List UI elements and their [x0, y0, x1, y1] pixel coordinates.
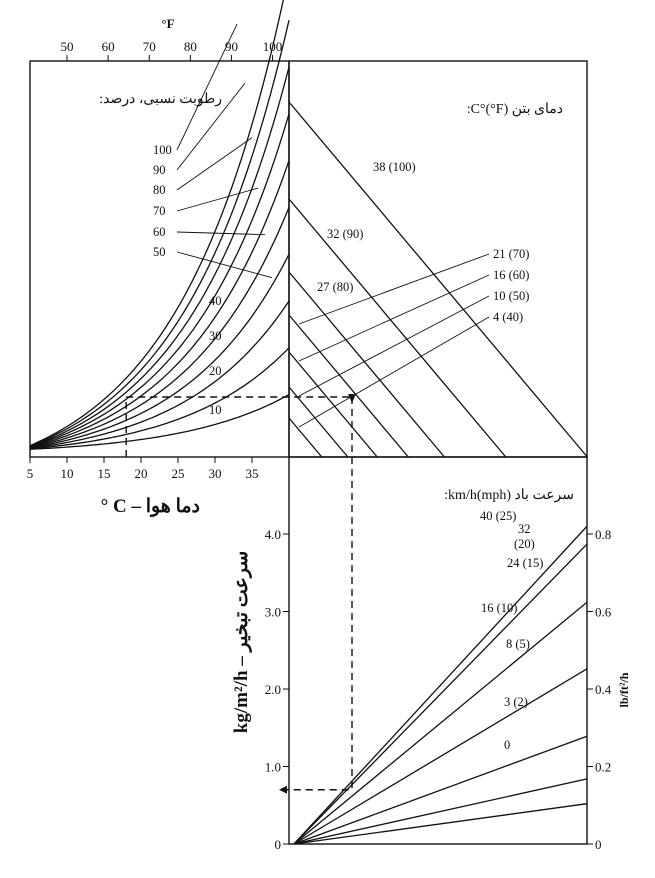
- humidity-label-10: 10: [209, 403, 222, 417]
- humidity-curve-50: [29, 207, 290, 449]
- humidity-label-30: 30: [209, 329, 222, 343]
- celsius-tick-label: 35: [246, 466, 259, 481]
- evaporation-si-tick-label: 2.0: [265, 682, 281, 697]
- wind-speed-label-3: 16 (10): [481, 601, 517, 615]
- humidity-leader-90: [176, 82, 246, 171]
- celsius-tick-label: 20: [135, 466, 148, 481]
- evaporation-imperial-tick-label: 0.4: [595, 682, 612, 697]
- wind-speed-label-5: 3 (2): [504, 695, 528, 709]
- celsius-tick-label: 10: [61, 466, 74, 481]
- concrete-temp-label-32: 32 (90): [327, 227, 363, 241]
- celsius-tick-label: 30: [209, 466, 222, 481]
- humidity-title: رطوبت نسبی، درصد:: [99, 92, 222, 107]
- evaporation-si-tick-label: 3.0: [265, 605, 281, 620]
- concrete-temp-line-38: [288, 101, 588, 458]
- concrete-temp-lines: 38 (100) 32 (90) 27 (80) 21 (70) 16 (60) 10 (…: [288, 101, 588, 458]
- evaporation-imperial-tick-label: 0.2: [595, 760, 611, 775]
- wind-speed-title: سرعت باد km/h(mph):: [444, 488, 574, 503]
- evaporation-si-tick-label: 0: [275, 837, 282, 852]
- concrete-temp-label-4: 4 (40): [493, 310, 523, 324]
- humidity-curve-10: [29, 394, 290, 450]
- fahrenheit-tick-label: 80: [184, 39, 197, 54]
- humidity-label-50: 50: [153, 245, 166, 259]
- humidity-curve-60: [29, 160, 290, 448]
- humidity-label-80: 80: [153, 183, 166, 197]
- fahrenheit-tick-label: 70: [143, 39, 156, 54]
- humidity-label-60: 60: [153, 225, 166, 239]
- humidity-label-40: 40: [209, 294, 222, 308]
- wind-speed-lines: 40 (25)32(20) 24 (15) 16 (10) 8 (5) 3 (2) 0: [293, 509, 588, 845]
- humidity-leader-100: [176, 24, 238, 151]
- example-path: [125, 394, 356, 794]
- humidity-curve-40: [29, 253, 290, 449]
- concrete-temp-line-4: [288, 417, 323, 458]
- humidity-leader-80: [176, 137, 253, 191]
- concrete-temp-line-16: [288, 351, 378, 458]
- evaporation-si-tick-label: 4.0: [265, 527, 281, 542]
- wind-speed-line-0: [293, 525, 588, 845]
- evaporation-si-tick-label: 1.0: [265, 760, 281, 775]
- concrete-temp-label-16: 16 (60): [493, 268, 529, 282]
- concrete-temp-leader-10: [298, 295, 490, 397]
- concrete-temp-line-32: [288, 198, 507, 458]
- evaporation-imperial-tick-label: 0.8: [595, 527, 611, 542]
- humidity-label-90: 90: [153, 163, 166, 177]
- wind-speed-label-sub-1: (20): [514, 537, 535, 551]
- concrete-temp-line-27: [288, 271, 445, 458]
- concrete-temp-label-38: 38 (100): [373, 160, 416, 174]
- wind-speed-label-0: 40 (25): [480, 509, 516, 523]
- humidity-curve-30: [29, 300, 290, 450]
- wind-speed-label-6: 0: [504, 738, 510, 752]
- fahrenheit-tick-label: 90: [225, 39, 238, 54]
- humidity-curve-90: [29, 20, 290, 447]
- evaporation-imperial-axis-title: lb/ft²/h: [617, 672, 631, 707]
- example-arrowhead: [279, 785, 287, 794]
- concrete-temp-line-10: [288, 386, 349, 458]
- concrete-temp-leader-4: [298, 316, 490, 428]
- wind-speed-line-6: [293, 803, 588, 845]
- concrete-temp-label-27: 27 (80): [317, 280, 353, 294]
- concrete-temp-line-21: [288, 314, 409, 458]
- humidity-label-20: 20: [209, 364, 222, 378]
- celsius-tick-label: 25: [172, 466, 185, 481]
- humidity-label-70: 70: [153, 204, 166, 218]
- celsius-tick-label: 15: [98, 466, 111, 481]
- concrete-temp-title: دمای بتن C°(°F):: [467, 102, 563, 117]
- concrete-temp-label-10: 10 (50): [493, 289, 529, 303]
- concrete-temp-label-21: 21 (70): [493, 247, 529, 261]
- humidity-curves: 100 90 80 70 60 50 40 30 20 10: [29, 0, 290, 450]
- example-arrowhead-top: [348, 394, 356, 403]
- humidity-curve-70: [29, 113, 290, 448]
- example-path-up: [125, 396, 352, 457]
- wind-speed-label-1: 32: [518, 522, 531, 536]
- humidity-label-100: 100: [153, 143, 172, 157]
- humidity-leader-50: [176, 251, 273, 279]
- air-temp-axis-title: دما هوا – C °: [101, 496, 200, 517]
- wind-speed-label-4: 8 (5): [506, 637, 530, 651]
- fahrenheit-tick-label: 50: [61, 39, 74, 54]
- humidity-curve-80: [29, 66, 290, 448]
- wind-speed-panel-frame: [288, 456, 588, 845]
- concrete-temp-leader-16: [298, 274, 490, 362]
- wind-speed-line-4: [293, 735, 588, 845]
- wind-speed-line-3: [293, 668, 588, 845]
- wind-speed-line-5: [293, 778, 588, 845]
- evaporation-imperial-tick-label: 0: [595, 837, 602, 852]
- humidity-curve-20: [29, 347, 290, 450]
- evaporation-imperial-tick-label: 0.6: [595, 605, 612, 620]
- fahrenheit-tick-label: 60: [102, 39, 115, 54]
- wind-speed-line-2: [293, 601, 588, 845]
- fahrenheit-unit-label: °F: [161, 16, 174, 31]
- humidity-curve-100: [29, 0, 284, 447]
- evaporation-si-axis-title: سرعت تبخیر – kg/m²/h: [231, 551, 252, 733]
- concrete-temp-leader-21: [298, 253, 490, 325]
- humidity-leader-60: [176, 231, 266, 236]
- humidity-leader-70: [176, 187, 259, 212]
- wind-speed-label-2: 24 (15): [507, 556, 543, 570]
- celsius-tick-label: 5: [27, 466, 34, 481]
- example-path-down: [284, 397, 353, 791]
- wind-speed-line-1: [293, 543, 588, 845]
